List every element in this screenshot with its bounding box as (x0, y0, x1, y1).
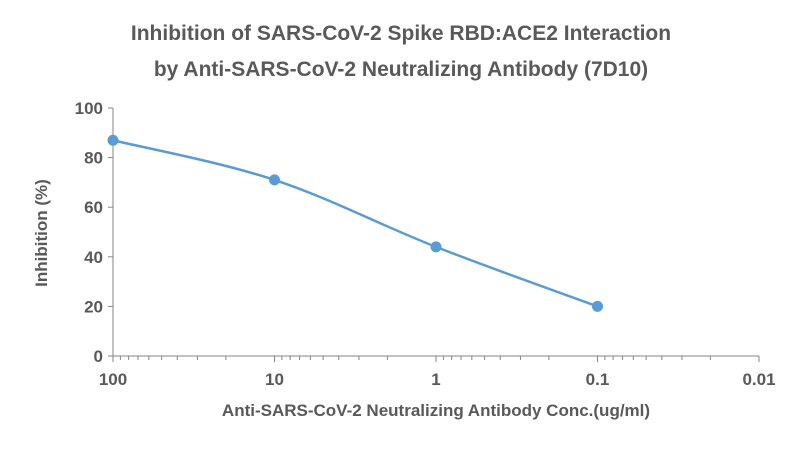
y-tick-label: 20 (84, 297, 103, 316)
x-axis-label: Anti-SARS-CoV-2 Neutralizing Antibody Co… (222, 401, 650, 420)
y-tick-label: 0 (94, 347, 103, 366)
y-tick-label: 80 (84, 149, 103, 168)
x-tick-label: 0.1 (586, 370, 610, 389)
y-tick-label: 100 (75, 99, 103, 118)
x-tick-label: 100 (99, 370, 127, 389)
x-tick-label: 10 (265, 370, 284, 389)
data-point (430, 241, 442, 253)
x-tick-label: 0.01 (742, 370, 775, 389)
y-tick-label: 60 (84, 198, 103, 217)
y-axis-label: Inhibition (%) (32, 179, 51, 287)
data-point (107, 134, 119, 146)
series-line (112, 139, 598, 308)
chart-title-line-2: by Anti-SARS-CoV-2 Neutralizing Antibody… (154, 58, 648, 81)
data-point (269, 174, 280, 186)
data-point (592, 300, 603, 312)
chart-title-line-1: Inhibition of SARS-CoV-2 Spike RBD:ACE2 … (131, 22, 671, 45)
x-tick-label: 1 (431, 370, 440, 389)
y-tick-label: 40 (84, 248, 103, 267)
